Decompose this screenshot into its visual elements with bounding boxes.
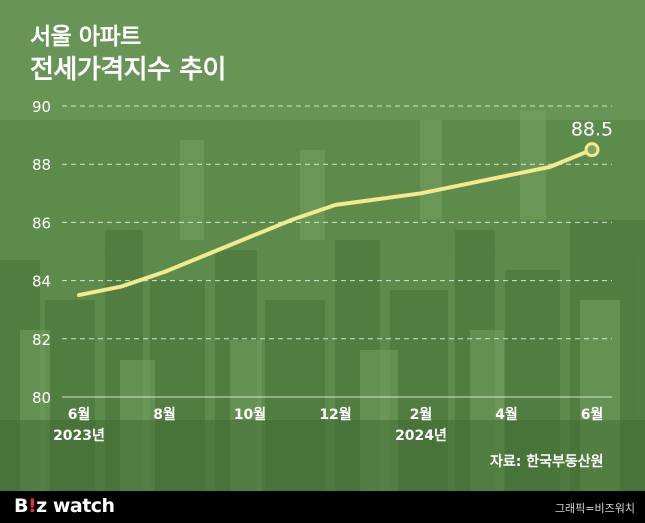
- grid-lines: [62, 105, 612, 398]
- brand-letter-b: B: [14, 495, 28, 517]
- y-tick-label: 80: [32, 389, 51, 407]
- brand-exclamation: !: [27, 495, 37, 517]
- title-line-1: 서울 아파트: [30, 24, 141, 50]
- graphic-credit: 그래픽=비즈워치: [554, 502, 635, 515]
- series-layer: 88.5: [77, 119, 613, 298]
- y-tick-label: 84: [32, 273, 51, 291]
- y-tick-label: 82: [32, 331, 51, 349]
- brand-watch-text: watch: [46, 495, 115, 517]
- chart-title: 서울 아파트 전세가격지수 추이: [30, 22, 226, 88]
- x-tick-label: 10월: [234, 406, 266, 423]
- x-tick-label: 2월: [410, 406, 433, 423]
- title-line-2: 전세가격지수 추이: [30, 55, 226, 85]
- x-tick-label: 12월: [319, 406, 351, 423]
- brand-logo: B!z watch: [14, 495, 115, 517]
- line-chart: 80 82 84 86 88 90 6월 2023년 8월 10월 12월 2월 2024년 4월 6월 …: [32, 98, 613, 444]
- end-data-point: [584, 142, 600, 158]
- footer-bar: B!z watch 그래픽=비즈워치: [0, 491, 645, 523]
- brand-letter-z: z: [36, 495, 47, 517]
- apartment-skyline-background: [0, 0, 645, 491]
- source-note: 자료: 한국부동산원: [490, 454, 604, 470]
- x-tick-year-label: 2023년: [53, 428, 105, 444]
- end-data-label: 88.5: [571, 119, 613, 141]
- y-axis-tick-labels: 80 82 84 86 88 90: [32, 98, 51, 407]
- series-line: [77, 147, 594, 298]
- x-axis-tick-labels: 6월 2023년 8월 10월 12월 2월 2024년 4월 6월: [53, 406, 603, 444]
- y-tick-label: 90: [32, 98, 51, 116]
- x-tick-label: 8월: [153, 406, 176, 423]
- x-tick-label: 6월: [68, 406, 91, 423]
- y-tick-label: 88: [32, 156, 51, 174]
- x-tick-label: 4월: [495, 406, 518, 423]
- x-tick-label: 6월: [581, 406, 604, 423]
- x-tick-year-label: 2024년: [395, 428, 447, 444]
- y-tick-label: 86: [32, 214, 51, 232]
